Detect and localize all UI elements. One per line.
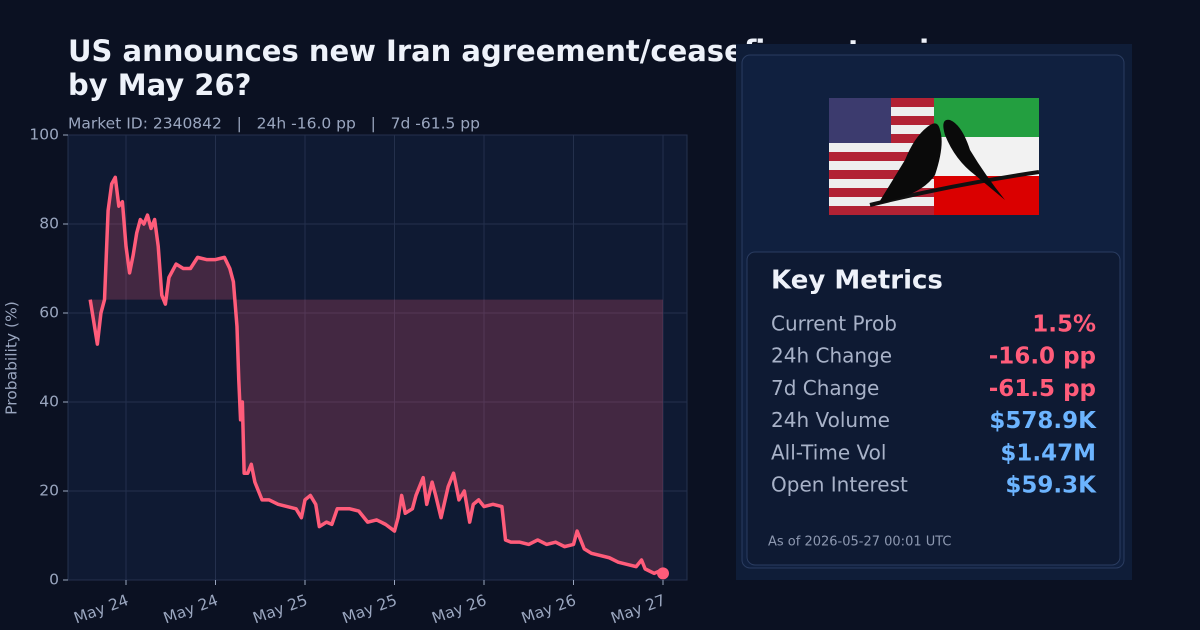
metric-label: 24h Volume [771, 408, 890, 432]
metrics-box [746, 251, 1121, 566]
metric-label: Open Interest [771, 473, 908, 497]
metric-label: All-Time Vol [771, 440, 886, 464]
flag-image [829, 98, 1040, 215]
metrics: Current Prob 1.5% 24h Change -16.0 pp 7d Cha… [771, 312, 1097, 499]
subtitle: Market ID: 2340842 | 24h -16.0 pp | 7d -… [68, 115, 480, 133]
us-canton [829, 98, 891, 143]
y-axis-label: Probability (%) [3, 301, 21, 415]
as-of: As of 2026-05-27 00:01 UTC [768, 535, 952, 550]
y-tick-label: 80 [39, 215, 59, 233]
bird [943, 119, 1005, 200]
line [88, 175, 664, 576]
metric-value: -61.5 pp [989, 376, 1096, 402]
area [90, 177, 664, 574]
metrics-title: Key Metrics [771, 266, 943, 296]
y-tick-label: 100 [29, 126, 59, 144]
metric-label: Current Prob [771, 312, 897, 336]
metric-label: 7d Change [771, 376, 879, 400]
metric-value: $578.9K [989, 408, 1097, 434]
metric-value: $59.3K [1005, 473, 1097, 499]
metric-value: -16.0 pp [989, 344, 1096, 370]
y-tick-label: 60 [39, 304, 59, 322]
metric-value: $1.47M [1000, 440, 1096, 466]
metric-label: 24h Change [771, 344, 892, 368]
y-tick-label: 40 [39, 393, 59, 411]
y-tick-label: 20 [39, 482, 59, 500]
plot-area [67, 134, 688, 581]
y-tick-label: 0 [49, 571, 59, 589]
bird [878, 123, 942, 204]
metric-value: 1.5% [1032, 312, 1096, 338]
end-dot [657, 567, 670, 580]
title-line: by May 26? [68, 68, 251, 102]
